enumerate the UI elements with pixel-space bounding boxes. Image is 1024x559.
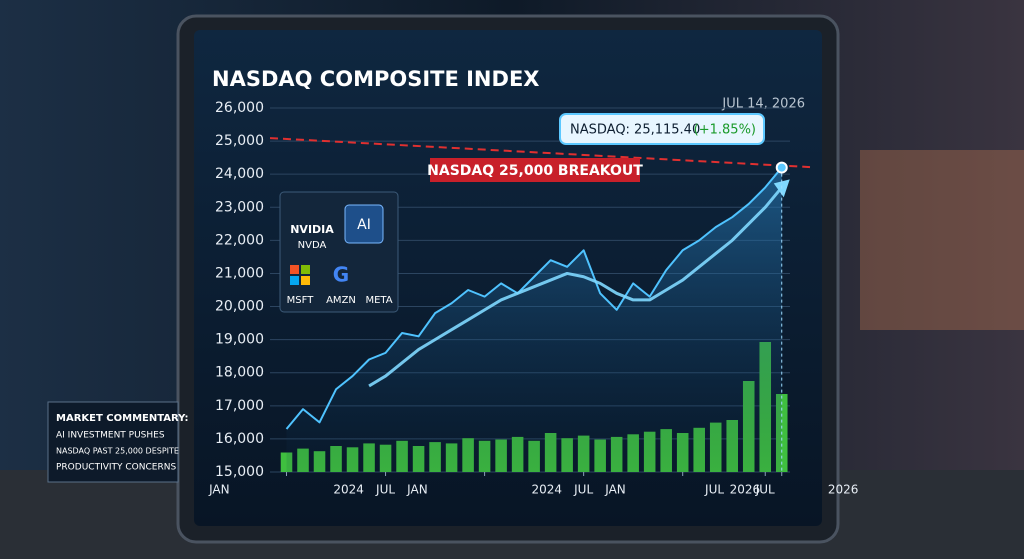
- reference-label-bg: [430, 158, 640, 182]
- y-tick-label: 23,000: [215, 199, 264, 215]
- x-tick-label: JAN 2026: [604, 483, 760, 497]
- y-tick-label: 19,000: [215, 332, 264, 348]
- commentary-line: NASDAQ PAST 25,000 DESPITE: [56, 447, 179, 456]
- x-tick-label: JUL: [573, 483, 593, 497]
- x-tick-label: JAN 2024: [406, 483, 562, 497]
- callout-change: (+1.85%): [694, 123, 756, 138]
- commentary-heading: MARKET COMMENTARY:: [56, 413, 189, 424]
- ai-chip: [344, 204, 384, 244]
- y-tick-label: 15,000: [215, 464, 264, 480]
- commentary-panel: [47, 401, 179, 483]
- x-tick-label: JUL: [755, 483, 775, 497]
- msft-logo: [290, 265, 310, 285]
- y-tick-label: 17,000: [215, 398, 264, 414]
- nvda-label: NVDA: [298, 240, 327, 251]
- y-tick-label: 20,000: [215, 299, 264, 315]
- ai-label: AI: [357, 217, 371, 233]
- price-line: [285, 166, 783, 430]
- amzn-label: AMZN: [326, 295, 356, 306]
- x-tick-label: JAN 2024: [208, 483, 364, 497]
- window-glow: [860, 150, 1024, 330]
- y-tick-label: 16,000: [215, 431, 264, 447]
- commentary-line: AI INVESTMENT PUSHES: [56, 431, 165, 441]
- meta-label: META: [365, 295, 392, 306]
- callout-point: [775, 161, 788, 174]
- x-tick-label: JUL 2026: [704, 483, 858, 497]
- commentary-box: MARKET COMMENTARY: AI INVESTMENT PUSHES …: [47, 401, 189, 483]
- trend-line: [368, 186, 783, 388]
- callout-label: NASDAQ: 25,115.40: [570, 123, 700, 138]
- y-tick-label: 26,000: [215, 100, 264, 116]
- chart-title: NASDAQ COMPOSITE INDEX: [212, 67, 539, 91]
- y-tick-label: 21,000: [215, 265, 264, 281]
- logo-box: NVIDIA NVDA AI G MSFT AMZN META: [279, 191, 399, 313]
- reference-label: NASDAQ 25,000 BREAKOUT: [427, 163, 643, 179]
- msft-label: MSFT: [287, 295, 315, 306]
- date-label: JUL 14, 2026: [721, 97, 805, 112]
- x-tick-label: JUL: [375, 483, 395, 497]
- callout-box: [559, 113, 765, 145]
- y-tick-label: 25,000: [215, 133, 264, 149]
- area: [286, 167, 782, 472]
- nvidia-logo: NVIDIA: [290, 223, 334, 236]
- y-tick-label: 24,000: [215, 166, 264, 182]
- y-tick-label: 18,000: [215, 365, 264, 381]
- google-logo: G: [333, 263, 349, 287]
- y-tick-label: 22,000: [215, 232, 264, 248]
- plot: 15,000 16,000 17,000 18,000 19,000 20,000 21,0…: [208, 100, 858, 497]
- commentary-line: PRODUCTIVITY CONCERNS: [56, 463, 176, 473]
